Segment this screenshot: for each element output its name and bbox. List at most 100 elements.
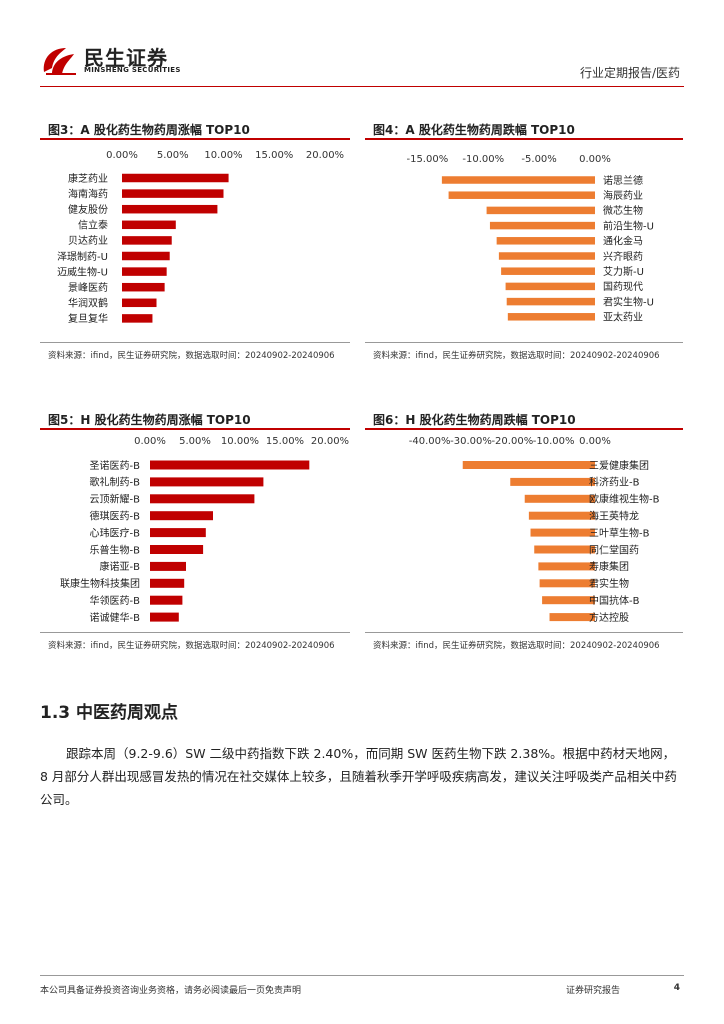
category-label: 迈威生物-U: [57, 265, 108, 278]
fig6-title-rule: [365, 428, 683, 430]
logo-text-cn: 民生证券: [84, 46, 168, 70]
category-label: 通化金马: [603, 235, 643, 248]
minsheng-logo-icon: [43, 48, 76, 75]
bar: [122, 314, 153, 323]
category-label: 欧康维视生物-B: [589, 493, 660, 506]
footer-disclaimer: 本公司具备证券投资咨询业务资格，请务必阅读最后一页免责声明: [40, 986, 302, 996]
tick-label: 0.00%: [579, 436, 611, 447]
bar: [549, 613, 595, 622]
bar: [122, 267, 167, 276]
tick-label: 15.00%: [266, 436, 304, 447]
category-label: 云顶新耀-B: [90, 493, 141, 506]
bar: [122, 204, 218, 214]
category-label: 诺思兰德: [603, 174, 643, 187]
tick-label: -30.00%: [450, 436, 492, 447]
bar: [489, 221, 595, 230]
bar: [122, 236, 172, 245]
fig4-source: 资料来源：ifind，民生证券研究院，数据选取时间：20240902-20240…: [373, 351, 660, 361]
bar: [496, 237, 595, 245]
bar: [448, 191, 595, 199]
bar: [498, 252, 595, 260]
category-label: 三爱健康集团: [589, 459, 649, 472]
bar: [507, 313, 595, 321]
category-label: 君实生物-U: [603, 295, 654, 308]
category-label: 中国抗体-B: [589, 594, 640, 607]
tick-label: 20.00%: [311, 436, 349, 447]
page-number: 4: [673, 983, 680, 993]
report-type: 行业定期报告/医药: [579, 66, 680, 80]
category-label: 贝达药业: [68, 235, 108, 247]
tick-label: -40.00%: [409, 436, 451, 447]
category-label: 乐普生物-B: [90, 543, 141, 556]
category-label: 艾力斯-U: [603, 265, 644, 278]
fig6-source: 资料来源：ifind，民生证券研究院，数据选取时间：20240902-20240…: [373, 641, 660, 651]
bar: [462, 461, 595, 469]
bar: [530, 528, 595, 537]
bar: [528, 511, 595, 520]
tick-label: 0.00%: [579, 154, 611, 165]
category-label: 康芝药业: [68, 172, 108, 185]
tick-label: -10.00%: [533, 436, 575, 447]
category-label: 科济药业-B: [589, 476, 640, 489]
fig3-source: 资料来源：ifind，民生证券研究院，数据选取时间：20240902-20240…: [48, 351, 335, 361]
tick-label: -10.00%: [462, 154, 504, 165]
category-label: 海王英特龙: [589, 510, 639, 523]
tick-label: 20.00%: [306, 150, 344, 161]
fig4-chart: -15.00% -10.00% -5.00% 0.00% 诺思兰德海辰药业微芯生物前沿生…: [406, 154, 654, 324]
bar: [122, 173, 229, 183]
bar: [150, 545, 204, 554]
header-divider: [40, 86, 684, 87]
bar: [150, 578, 185, 588]
fig6-title: 图6：H 股化药生物药周跌幅 TOP10: [373, 413, 576, 427]
bar: [539, 579, 595, 588]
fig3-title: 图3：A 股化药生物药周涨幅 TOP10: [48, 123, 250, 137]
category-label: 健友股份: [68, 203, 108, 216]
fig3-chart: 0.00% 5.00% 10.00% 15.00% 20.00% 康芝药业海南海药健友股份…: [57, 150, 344, 325]
logo-text-en: MINSHENG SECURITIES: [84, 66, 181, 74]
category-label: 华领医药-B: [90, 594, 141, 607]
bar: [122, 251, 170, 261]
category-label: 海辰药业: [603, 189, 643, 202]
tick-label: 10.00%: [221, 436, 259, 447]
fig5-title-rule: [40, 428, 350, 430]
category-label: 德琪医药-B: [90, 510, 141, 523]
category-label: 国药现代: [603, 281, 643, 293]
section-paragraph: 跟踪本周（9.2-9.6）SW 二级中药指数下跌 2.40%，而同期 SW 医药…: [40, 746, 677, 807]
fig6-chart: -40.00% -30.00% -20.00% -10.00% 0.00% 三爱健康集团科…: [409, 436, 660, 624]
category-label: 君实生物: [589, 577, 629, 590]
category-label: 同仁堂国药: [589, 544, 639, 556]
category-label: 康诺亚-B: [100, 560, 141, 573]
tick-label: 5.00%: [179, 436, 211, 447]
bar: [150, 511, 213, 521]
category-label: 前沿生物-U: [603, 219, 654, 232]
tick-label: 15.00%: [255, 150, 293, 161]
tick-label: -20.00%: [491, 436, 533, 447]
category-label: 海南海药: [68, 187, 108, 200]
fig5-source: 资料来源：ifind，民生证券研究院，数据选取时间：20240902-20240…: [48, 641, 335, 651]
category-label: 景峰医药: [68, 282, 108, 294]
bar: [441, 176, 595, 184]
bar: [150, 561, 186, 571]
fig4-source-rule: [365, 342, 683, 343]
bar: [122, 189, 224, 198]
category-label: 华润双鹤: [68, 297, 108, 310]
category-label: 复旦复华: [68, 312, 108, 325]
bar: [122, 298, 157, 308]
tick-label: 0.00%: [134, 436, 166, 447]
category-label: 圣诺医药-B: [90, 460, 141, 472]
fig6-source-rule: [365, 632, 683, 633]
fig5-title: 图5：H 股化药生物药周涨幅 TOP10: [48, 413, 251, 427]
tick-label: 5.00%: [157, 150, 189, 161]
category-label: 歌礼制药-B: [90, 476, 141, 489]
tick-label: 0.00%: [106, 150, 138, 161]
bar: [501, 267, 595, 275]
bar: [122, 220, 176, 230]
fig5-source-rule: [40, 632, 350, 633]
bar: [538, 562, 595, 571]
section-title: 1.3 中医药周观点: [40, 703, 179, 723]
bar: [486, 206, 595, 215]
bar: [150, 528, 206, 538]
category-label: 方达控股: [589, 611, 629, 624]
bar: [534, 545, 595, 554]
category-label: 泽璟制药-U: [57, 250, 108, 263]
